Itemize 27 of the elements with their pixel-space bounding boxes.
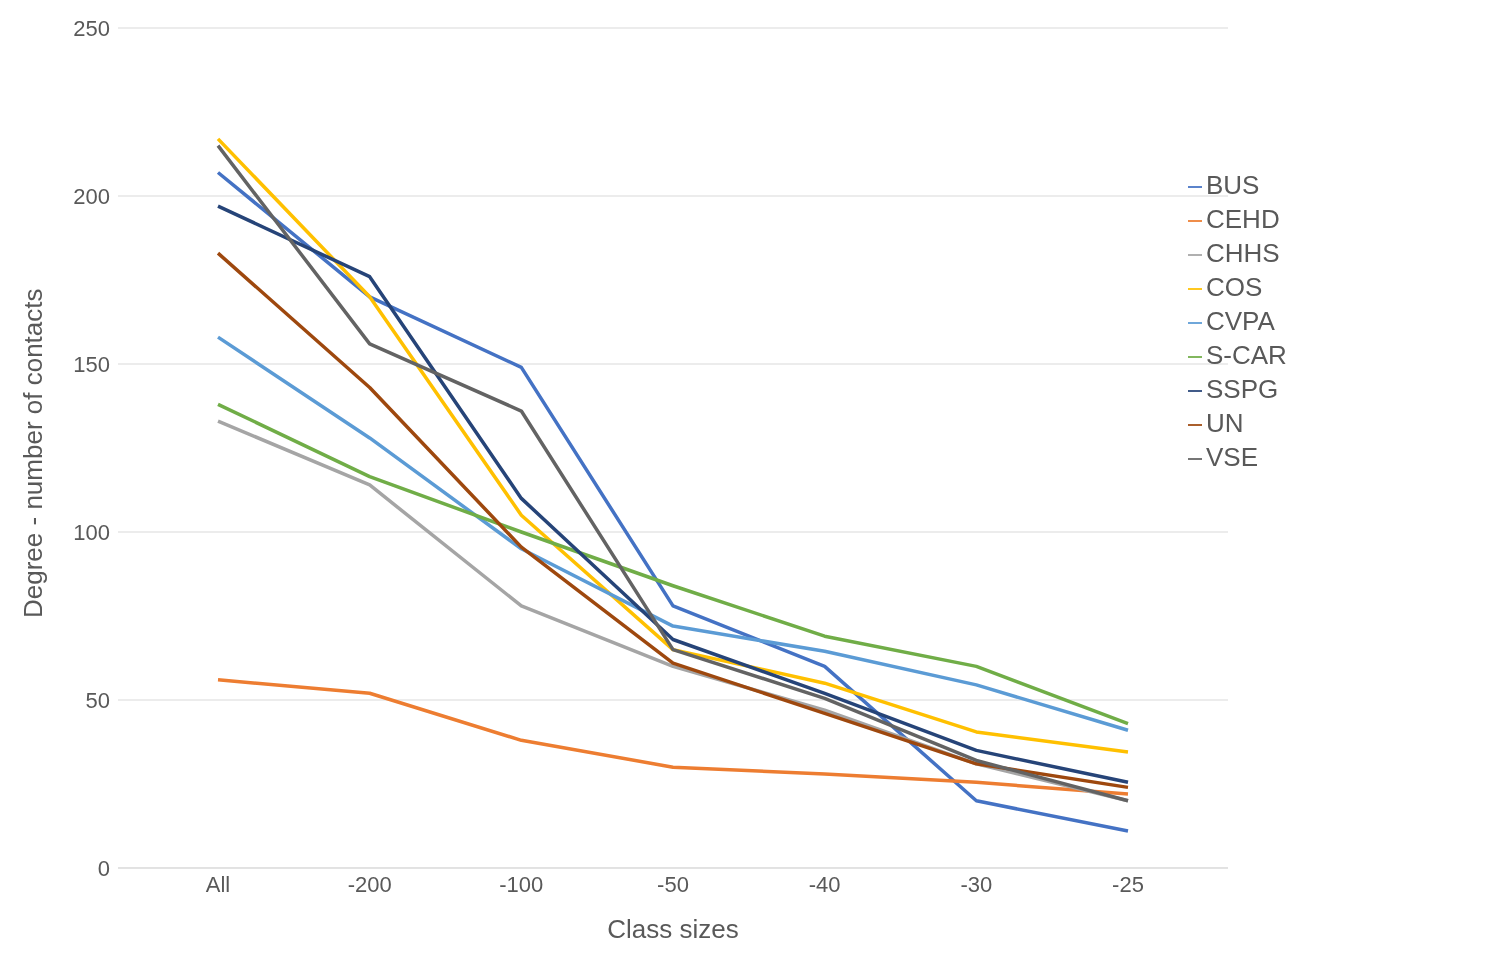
legend-label: VSE (1206, 442, 1259, 472)
x-tick-label: -50 (657, 871, 689, 897)
x-axis-title: Class sizes (607, 914, 739, 944)
y-axis-title: Degree - number of contacts (18, 288, 49, 618)
y-tick-label: 250 (73, 15, 110, 41)
line-series (216, 678, 1130, 796)
y-tick-label: 50 (85, 687, 110, 713)
legend-label: COS (1206, 272, 1263, 302)
x-tick-label: -200 (347, 871, 392, 897)
legend-label: SSPG (1206, 374, 1279, 404)
x-tick-label: -40 (808, 871, 841, 897)
x-tick-label: -100 (499, 871, 544, 897)
legend-label: S-CAR (1206, 340, 1287, 370)
x-tick-label: -25 (1112, 871, 1144, 897)
y-tick-label: 0 (97, 855, 110, 881)
x-tick-label: -30 (960, 871, 993, 897)
y-tick-label: 150 (73, 351, 110, 377)
y-tick-label: 100 (73, 519, 110, 545)
line-series (216, 402, 1130, 726)
legend-label: BUS (1206, 170, 1260, 200)
legend-label: UN (1206, 408, 1244, 438)
legend-label: CEHD (1206, 204, 1280, 234)
x-tick-label: All (205, 871, 231, 897)
legend-label: CVPA (1206, 306, 1275, 336)
legend-label: CHHS (1206, 238, 1280, 268)
line-series (216, 335, 1130, 732)
y-tick-label: 200 (73, 183, 110, 209)
